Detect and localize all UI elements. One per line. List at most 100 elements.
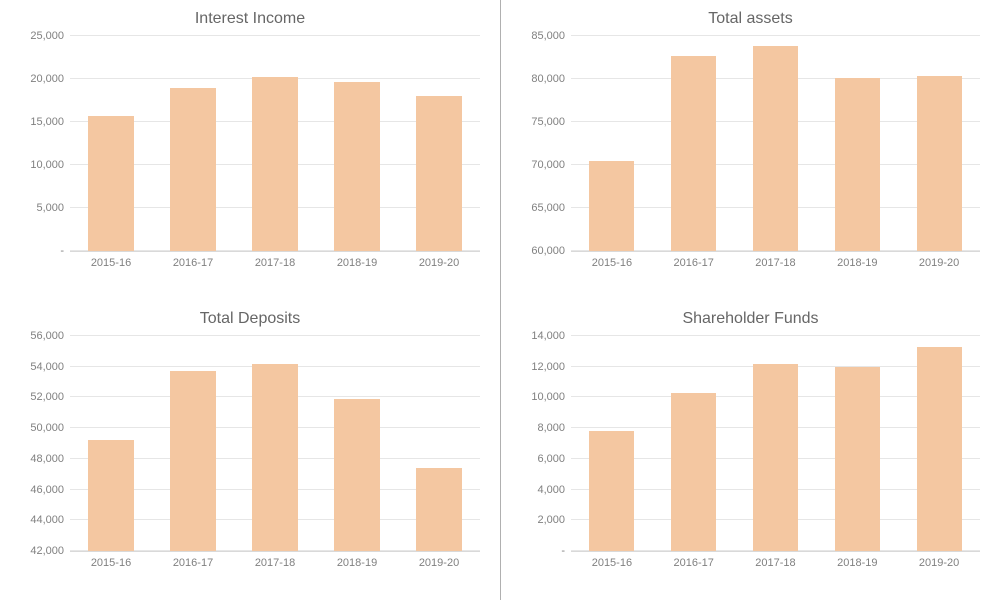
x-axis-label: 2018-19 [837,257,877,269]
plot-area: 60,00065,00070,00075,00080,00085,0002015… [571,36,980,252]
plot-area: 42,00044,00046,00048,00050,00052,00054,0… [70,336,480,552]
y-axis-label: 15,000 [30,116,64,128]
y-axis-label: 10,000 [30,159,64,171]
y-axis-label: 65,000 [531,202,565,214]
y-axis-label: 44,000 [30,514,64,526]
x-axis-label: 2016-17 [674,257,714,269]
y-axis-label: 70,000 [531,159,565,171]
y-axis-label: 48,000 [30,453,64,465]
x-axis-label: 2015-16 [91,257,131,269]
bar-slot: 2016-17 [653,36,735,251]
x-axis-label: 2019-20 [919,257,959,269]
y-axis-label: 10,000 [531,391,565,403]
x-axis-label: 2017-18 [255,257,295,269]
bars-container: 2015-162016-172017-182018-192019-20 [571,336,980,551]
bar-slot: 2019-20 [398,336,480,551]
bar-slot: 2017-18 [234,36,316,251]
y-axis-label: - [60,245,64,257]
bar [252,77,297,251]
bar-slot: 2015-16 [70,336,152,551]
panel-interest-income: Interest Income -5,00010,00015,00020,000… [0,0,500,300]
y-axis-label: 12,000 [531,361,565,373]
x-axis-label: 2018-19 [337,257,377,269]
chart-title: Interest Income [20,10,480,28]
bar-slot: 2017-18 [735,336,817,551]
x-axis-label: 2019-20 [419,257,459,269]
y-axis-label: 25,000 [30,30,64,42]
bar [671,56,716,251]
bar-slot: 2019-20 [398,36,480,251]
y-axis-label: 85,000 [531,30,565,42]
bar [671,393,716,551]
chart-interest-income: -5,00010,00015,00020,00025,0002015-16201… [20,36,480,276]
x-axis-label: 2015-16 [91,557,131,569]
x-axis-label: 2018-19 [337,557,377,569]
plot-area: -5,00010,00015,00020,00025,0002015-16201… [70,36,480,252]
bar [170,88,215,251]
bar [589,161,634,251]
x-axis-label: 2015-16 [592,257,632,269]
bar-slot: 2016-17 [653,336,735,551]
x-axis-label: 2017-18 [255,557,295,569]
bar-slot: 2019-20 [898,336,980,551]
bar [753,46,798,251]
y-axis-label: 60,000 [531,245,565,257]
chart-title: Shareholder Funds [521,310,980,328]
chart-total-assets: 60,00065,00070,00075,00080,00085,0002015… [521,36,980,276]
plot-area: -2,0004,0006,0008,00010,00012,00014,0002… [571,336,980,552]
bar-slot: 2016-17 [152,336,234,551]
y-axis-label: 80,000 [531,73,565,85]
panel-total-assets: Total assets 60,00065,00070,00075,00080,… [500,0,1000,300]
x-axis-label: 2016-17 [674,557,714,569]
bars-container: 2015-162016-172017-182018-192019-20 [70,36,480,251]
x-axis-label: 2019-20 [419,557,459,569]
bar [416,468,461,551]
y-axis-label: 75,000 [531,116,565,128]
y-axis-label: 14,000 [531,330,565,342]
bar [835,367,880,551]
bar [334,399,379,551]
chart-title: Total assets [521,10,980,28]
y-axis-label: 5,000 [36,202,64,214]
x-axis-label: 2015-16 [592,557,632,569]
chart-shareholder-funds: -2,0004,0006,0008,00010,00012,00014,0002… [521,336,980,576]
chart-title: Total Deposits [20,310,480,328]
y-axis-label: 54,000 [30,361,64,373]
bar-slot: 2018-19 [816,36,898,251]
bar-slot: 2015-16 [70,36,152,251]
bars-container: 2015-162016-172017-182018-192019-20 [571,36,980,251]
bar [416,96,461,251]
bar-slot: 2018-19 [816,336,898,551]
x-axis-label: 2017-18 [755,557,795,569]
x-axis-label: 2018-19 [837,557,877,569]
bar-slot: 2017-18 [234,336,316,551]
bar [917,76,962,251]
x-axis-label: 2019-20 [919,557,959,569]
bar [589,431,634,551]
y-axis-label: 20,000 [30,73,64,85]
y-axis-label: 8,000 [537,422,565,434]
bar [88,116,133,251]
y-axis-label: 4,000 [537,484,565,496]
x-axis-label: 2017-18 [755,257,795,269]
x-axis-label: 2016-17 [173,557,213,569]
chart-total-deposits: 42,000 44,000 46,000 48,000 50,000 52,000 54,0… [20,336,480,576]
bar-slot: 2015-16 [571,36,653,251]
x-axis-label: 2016-17 [173,257,213,269]
bar [753,364,798,551]
y-axis-label: 42,000 [30,545,64,557]
chart-grid: Interest Income -5,00010,00015,00020,000… [0,0,1000,600]
y-axis-label: 52,000 [30,391,64,403]
y-axis-label: 50,000 [30,422,64,434]
bar [334,82,379,251]
bar-slot: 2018-19 [316,336,398,551]
y-axis-label: - [561,545,565,557]
y-axis-label: 2,000 [537,514,565,526]
bar-slot: 2016-17 [152,36,234,251]
bar-slot: 2019-20 [898,36,980,251]
bar [252,364,297,551]
panel-total-deposits: Total Deposits 42,000 44,000 46,000 48,000 5… [0,300,500,600]
y-axis-label: 46,000 [30,484,64,496]
bar-slot: 2017-18 [735,36,817,251]
panel-shareholder-funds: Shareholder Funds -2,0004,0006,0008,0001… [500,300,1000,600]
